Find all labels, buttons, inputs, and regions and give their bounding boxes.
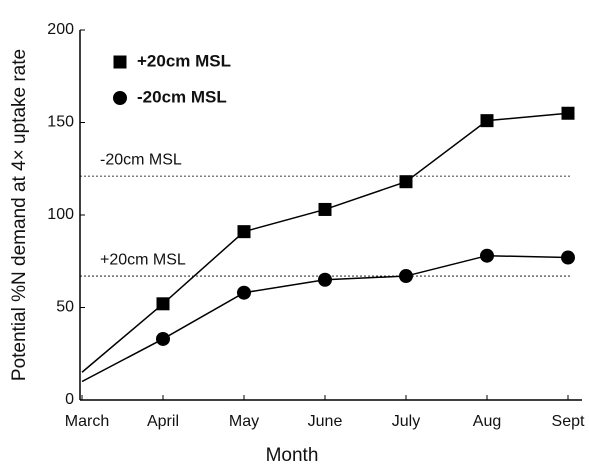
- marker: [237, 285, 251, 300]
- x-tick-label: June: [308, 413, 343, 430]
- reference-label: +20cm MSL: [100, 251, 186, 268]
- marker: [561, 250, 575, 265]
- y-tick-label: 100: [47, 206, 74, 223]
- x-tick-label: May: [229, 413, 259, 430]
- marker: [156, 331, 170, 346]
- y-tick-label: 150: [47, 114, 74, 131]
- y-tick-label: 50: [56, 299, 74, 316]
- marker: [480, 114, 494, 128]
- legend-label: -20cm MSL: [137, 87, 227, 106]
- marker: [480, 248, 494, 263]
- marker: [113, 55, 127, 69]
- x-axis-label: Month: [266, 445, 319, 466]
- y-axis-label: Potential %N demand at 4× uptake rate: [9, 49, 30, 381]
- y-tick-label: 0: [65, 391, 74, 408]
- legend-label: +20cm MSL: [137, 51, 231, 70]
- marker: [237, 225, 251, 239]
- x-tick-label: July: [392, 413, 420, 430]
- reference-label: -20cm MSL: [100, 151, 182, 168]
- x-tick-label: April: [147, 413, 179, 430]
- x-tick-label: Sept: [552, 413, 585, 430]
- marker: [561, 106, 575, 120]
- marker: [318, 202, 332, 216]
- y-tick-label: 200: [47, 21, 74, 38]
- marker: [399, 175, 413, 189]
- x-tick-label: March: [65, 413, 109, 430]
- marker: [156, 297, 170, 311]
- marker: [113, 91, 127, 105]
- x-tick-label: Aug: [473, 413, 501, 430]
- marker: [399, 269, 413, 284]
- marker: [318, 272, 332, 287]
